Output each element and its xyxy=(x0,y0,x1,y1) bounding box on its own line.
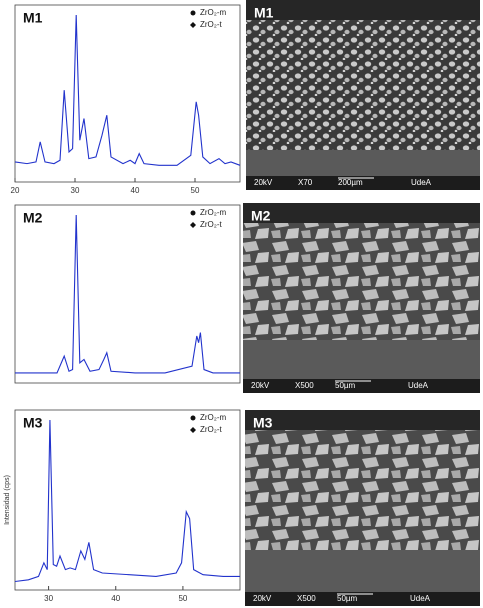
x-tick-label: 50 xyxy=(191,186,200,195)
legend-marker xyxy=(190,427,196,433)
sem-lab: UdeA xyxy=(410,594,431,603)
sem-label: M1 xyxy=(254,5,274,21)
x-tick-label: 30 xyxy=(44,594,53,603)
legend-marker xyxy=(190,222,196,228)
legend-label: ZrO₂-m xyxy=(200,8,227,17)
y-axis-label: Intensidad (cps) xyxy=(4,475,11,525)
sem-substrate xyxy=(246,150,480,176)
sem-coating xyxy=(245,430,480,550)
sem-info-bar xyxy=(243,379,480,393)
sem-scale: 200µm xyxy=(338,178,363,187)
xrd-line xyxy=(15,214,240,374)
legend-marker xyxy=(190,10,196,16)
sem-info-bar xyxy=(245,592,480,606)
sem-label: M2 xyxy=(251,208,271,224)
legend-marker xyxy=(190,415,196,421)
sem-info-bar xyxy=(246,176,480,190)
plot-frame xyxy=(14,4,241,183)
legend-marker xyxy=(190,22,196,28)
legend-label: ZrO₂-t xyxy=(200,220,223,229)
legend-marker xyxy=(190,210,196,216)
sem-magnification: X500 xyxy=(295,381,314,390)
sem-coating xyxy=(243,223,480,340)
x-tick-label: 50 xyxy=(178,594,187,603)
sem-magnification: X70 xyxy=(298,178,313,187)
x-tick-label: 20 xyxy=(11,186,20,195)
x-tick-label: 40 xyxy=(111,594,120,603)
sem-coating xyxy=(246,20,480,150)
legend-label: ZrO₂-t xyxy=(200,20,223,29)
legend-label: ZrO₂-t xyxy=(200,425,223,434)
legend-label: ZrO₂-m xyxy=(200,413,227,422)
sem-scale: 50µm xyxy=(337,594,358,603)
plot-frame xyxy=(14,409,241,591)
panel-title: M3 xyxy=(23,415,43,431)
sem-voltage: 20kV xyxy=(251,381,270,390)
sem-substrate xyxy=(243,340,480,379)
x-tick-label: 30 xyxy=(71,186,80,195)
sem-magnification: X500 xyxy=(297,594,316,603)
sem-label: M3 xyxy=(253,415,273,431)
sem-lab: UdeA xyxy=(411,178,432,187)
sem-scale: 50µm xyxy=(335,381,356,390)
plot-frame xyxy=(14,204,241,384)
xrd-line xyxy=(14,419,240,583)
sem-voltage: 20kV xyxy=(253,594,272,603)
sem-voltage: 20kV xyxy=(254,178,273,187)
xrd-line xyxy=(14,14,241,166)
panel-title: M1 xyxy=(23,10,43,26)
panel-title: M2 xyxy=(23,210,43,226)
sem-lab: UdeA xyxy=(408,381,429,390)
x-tick-label: 40 xyxy=(131,186,140,195)
sem-substrate xyxy=(245,550,480,592)
legend-label: ZrO₂-m xyxy=(200,208,227,217)
